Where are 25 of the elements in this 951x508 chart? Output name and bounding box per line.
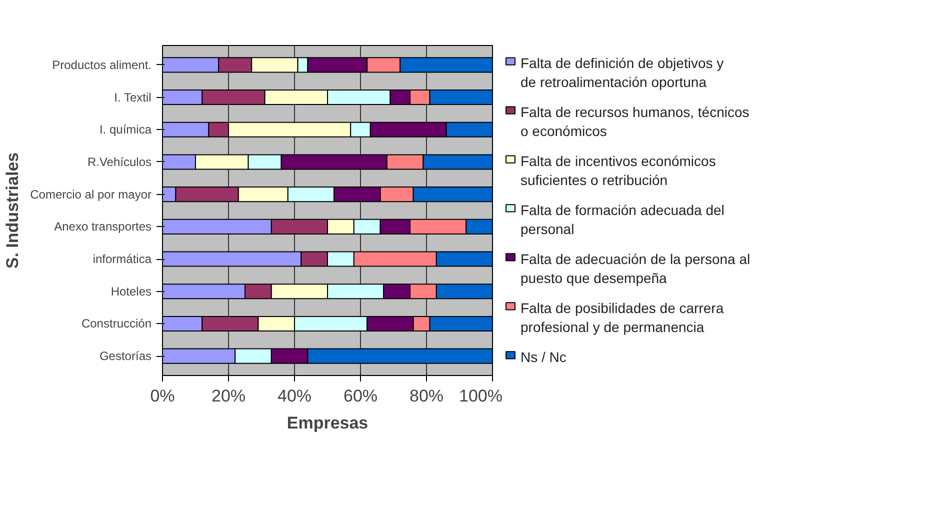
x-tick-label: 0% [150, 386, 175, 406]
y-axis-title: S. Industriales [3, 152, 22, 269]
y-tick-label: Comercio al por mayor [30, 187, 152, 202]
y-tick-label: Construcción [81, 316, 152, 331]
legend-label: Ns / Nc [520, 348, 566, 365]
y-tick-label: I. Textil [114, 90, 152, 104]
legend-label: Falta de incentivos económicos suficientes o retribución [520, 152, 716, 188]
x-tick-label: 20% [211, 386, 246, 406]
y-tick-label: Anexo transportes [54, 220, 152, 234]
legend-label: Falta de definición de objetivos y de retroalimentación oportuna [520, 54, 724, 90]
legend-label: Falta de adecuación de la persona al puesto que desempeña [520, 250, 750, 286]
legend-label: Falta de formación adecuada del personal [520, 202, 724, 238]
y-tick-label: Productos aliment. [52, 58, 152, 72]
y-tick-label: Gestorías [99, 349, 152, 364]
y-tick-label: I. química [99, 122, 152, 137]
x-tick-label: 40% [277, 386, 312, 406]
legend-label: Falta de recursos humanos, técnicos o económicos [520, 104, 750, 140]
x-tick-label: 60% [343, 386, 378, 406]
x-axis-title: Empresas [286, 414, 368, 432]
y-tick-label: informática [92, 252, 152, 266]
x-tick-label: 100% [459, 386, 503, 406]
y-tick-label: Hoteles [110, 284, 152, 298]
x-tick-label: 80% [409, 386, 444, 406]
legend-label: Falta de posibilidades de carrera profesional y de permanencia [520, 300, 724, 336]
y-tick-label: R.Vehículos [87, 154, 152, 169]
